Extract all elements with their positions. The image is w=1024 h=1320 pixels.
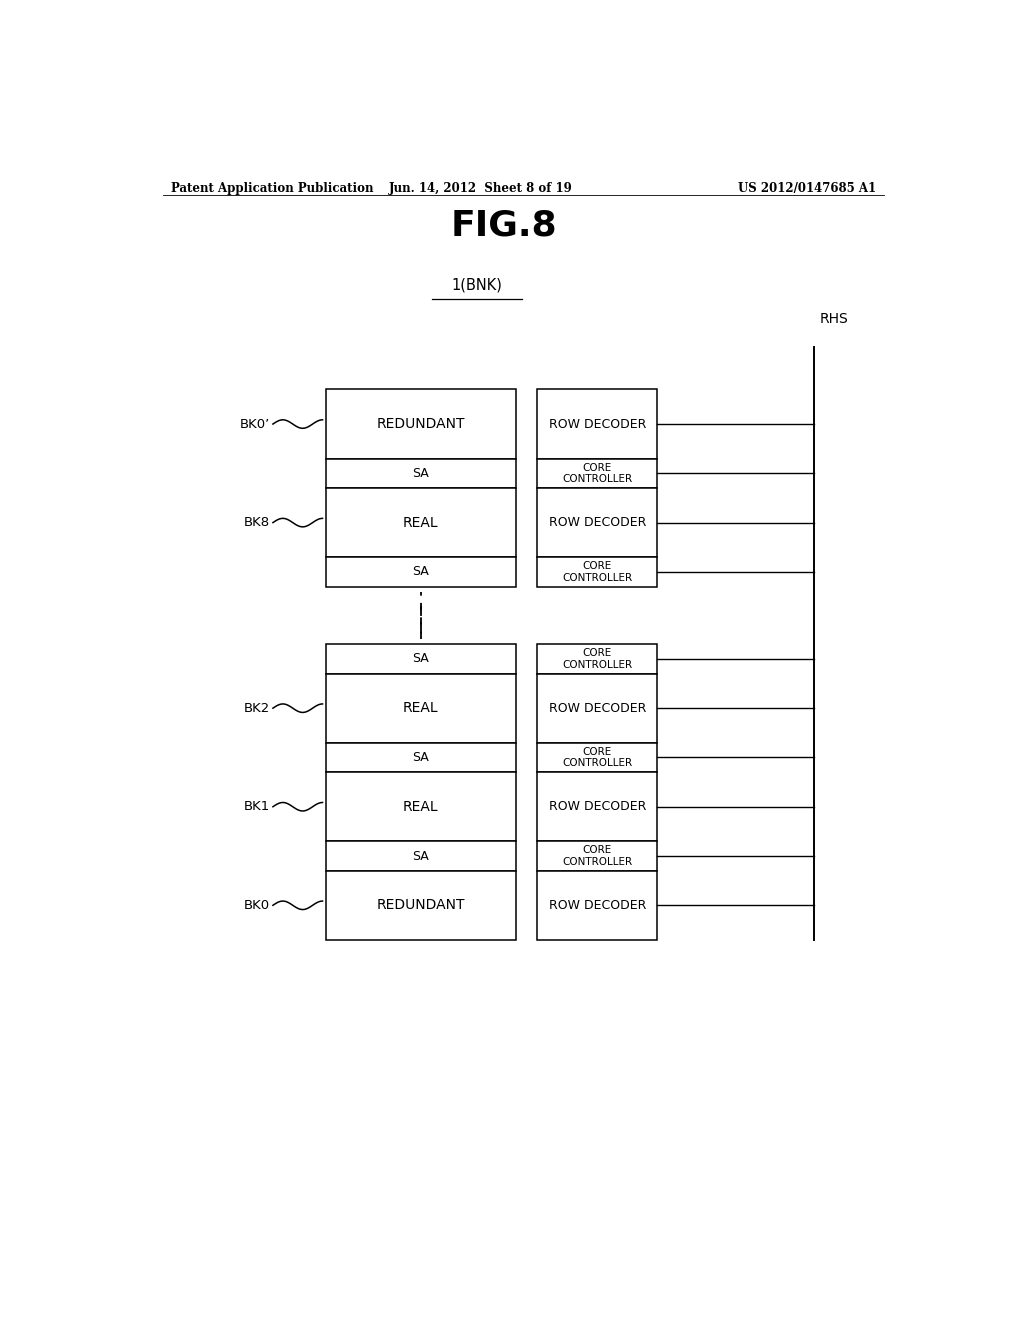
Bar (538, 871, 657, 940)
Bar (538, 557, 657, 586)
Text: Patent Application Publication: Patent Application Publication (171, 182, 373, 194)
Bar (538, 772, 657, 841)
Bar (538, 488, 657, 557)
Bar (538, 644, 657, 673)
Bar (538, 841, 657, 871)
Bar (326, 673, 515, 743)
Bar (538, 389, 657, 459)
Bar (326, 488, 515, 557)
Text: CORE
CONTROLLER: CORE CONTROLLER (562, 747, 633, 768)
Text: REDUNDANT: REDUNDANT (376, 899, 465, 912)
Text: Jun. 14, 2012  Sheet 8 of 19: Jun. 14, 2012 Sheet 8 of 19 (389, 182, 572, 194)
Text: BK2: BK2 (244, 702, 270, 714)
Text: SA: SA (413, 652, 429, 665)
Bar (326, 389, 515, 459)
Text: SA: SA (413, 751, 429, 764)
Bar (326, 772, 515, 841)
Text: US 2012/0147685 A1: US 2012/0147685 A1 (737, 182, 876, 194)
Text: 1(BNK): 1(BNK) (452, 277, 502, 293)
Bar (326, 458, 515, 488)
Text: RHS: RHS (819, 313, 848, 326)
Text: CORE
CONTROLLER: CORE CONTROLLER (562, 462, 633, 484)
Text: REDUNDANT: REDUNDANT (376, 417, 465, 432)
Bar (326, 871, 515, 940)
Text: REAL: REAL (402, 800, 438, 813)
Text: SA: SA (413, 467, 429, 480)
Bar (326, 644, 515, 673)
Text: CORE
CONTROLLER: CORE CONTROLLER (562, 648, 633, 669)
Bar (326, 743, 515, 772)
Text: ROW DECODER: ROW DECODER (549, 800, 646, 813)
Bar (326, 557, 515, 586)
Text: ROW DECODER: ROW DECODER (549, 899, 646, 912)
Text: SA: SA (413, 850, 429, 862)
Text: ROW DECODER: ROW DECODER (549, 702, 646, 714)
Text: ROW DECODER: ROW DECODER (549, 417, 646, 430)
Text: BK1: BK1 (244, 800, 270, 813)
Text: BK0’: BK0’ (240, 417, 270, 430)
Bar (538, 458, 657, 488)
Text: CORE
CONTROLLER: CORE CONTROLLER (562, 561, 633, 582)
Text: CORE
CONTROLLER: CORE CONTROLLER (562, 845, 633, 867)
Text: REAL: REAL (402, 701, 438, 715)
Bar (326, 841, 515, 871)
Bar (538, 673, 657, 743)
Text: REAL: REAL (402, 516, 438, 529)
Bar (538, 743, 657, 772)
Text: FIG.8: FIG.8 (451, 209, 557, 243)
Text: BK0: BK0 (244, 899, 270, 912)
Text: ROW DECODER: ROW DECODER (549, 516, 646, 529)
Text: BK8: BK8 (244, 516, 270, 529)
Text: SA: SA (413, 565, 429, 578)
